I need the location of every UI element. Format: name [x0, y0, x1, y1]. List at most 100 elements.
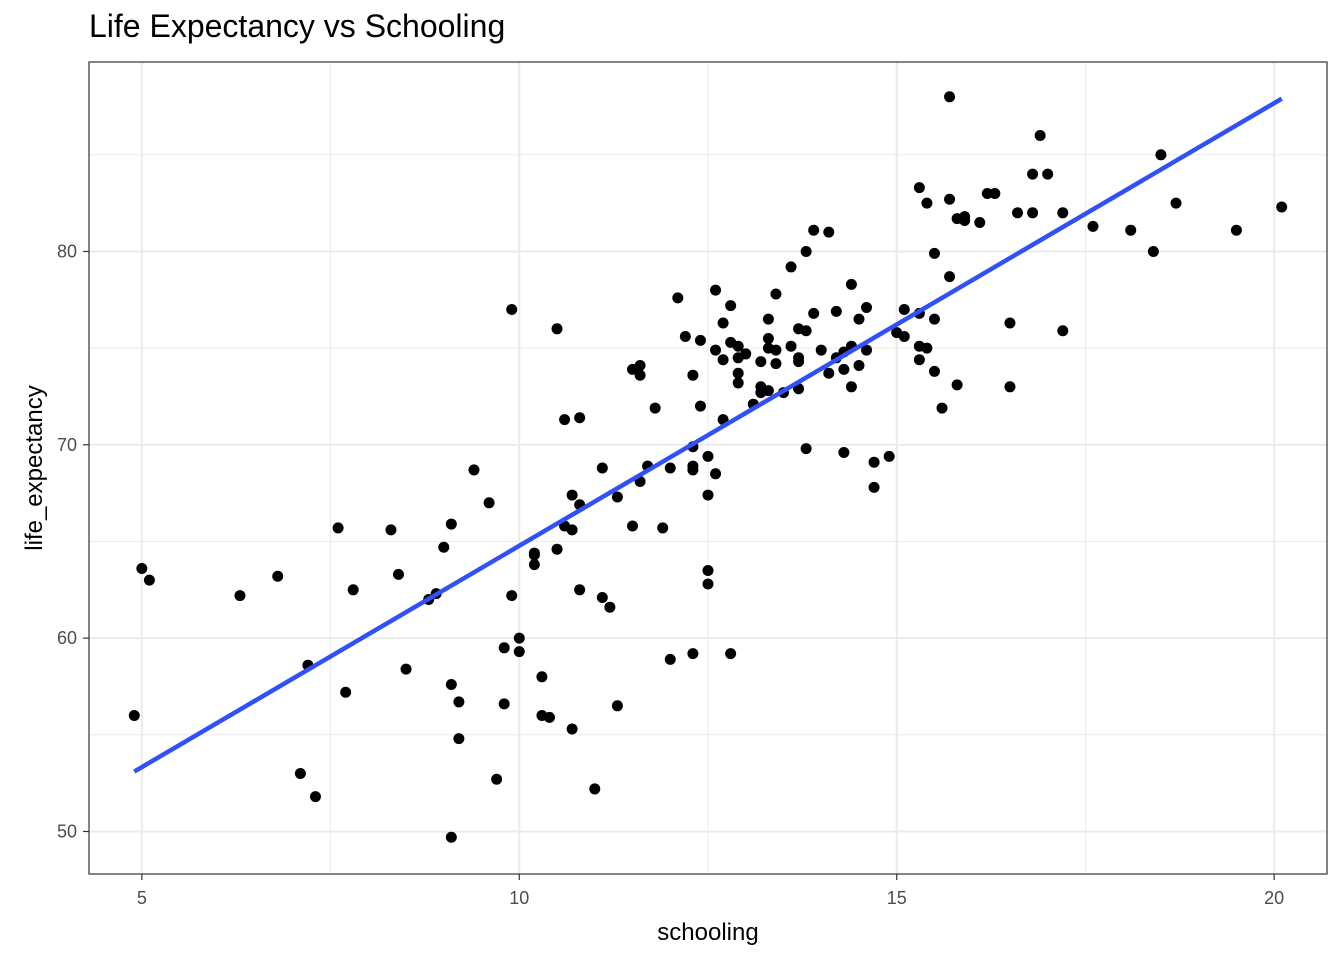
data-point [868, 456, 880, 468]
data-point [928, 247, 940, 259]
data-point [574, 412, 586, 424]
data-point [732, 340, 744, 352]
axis-ticks [83, 250, 1275, 880]
data-point [808, 224, 820, 236]
data-point [551, 323, 563, 335]
data-point [717, 354, 729, 366]
y-tick-label: 70 [57, 435, 77, 455]
panel-border [88, 61, 1328, 875]
data-point [445, 831, 457, 843]
data-point [634, 360, 646, 372]
data-point [453, 733, 465, 745]
data-point [543, 711, 555, 723]
data-point [951, 379, 963, 391]
data-point [694, 400, 706, 412]
data-point [272, 570, 284, 582]
data-point [710, 468, 722, 480]
data-point [868, 481, 880, 493]
data-point [710, 344, 722, 356]
data-point [762, 385, 774, 397]
y-axis-tick-labels: 50 60 70 80 [57, 241, 77, 841]
data-point [936, 402, 948, 414]
data-point [755, 356, 767, 368]
data-point [1147, 245, 1159, 257]
data-point [800, 443, 812, 455]
data-point [710, 284, 722, 296]
chart-title: Life Expectancy vs Schooling [89, 8, 506, 44]
x-axis-tick-labels: 5 10 15 20 [137, 888, 1284, 908]
data-point [702, 489, 714, 501]
data-point [1276, 201, 1288, 213]
data-point [732, 367, 744, 379]
data-point [1027, 168, 1039, 180]
data-point [762, 313, 774, 325]
y-tick-label: 80 [57, 241, 77, 261]
x-tick-label: 15 [887, 888, 907, 908]
data-point [664, 462, 676, 474]
data-point [898, 303, 910, 315]
data-point [883, 450, 895, 462]
data-point [604, 601, 616, 613]
data-point [732, 377, 744, 389]
data-point [566, 723, 578, 735]
data-point [1087, 220, 1099, 232]
data-point [528, 549, 540, 561]
data-point [1042, 168, 1054, 180]
y-tick-label: 60 [57, 628, 77, 648]
y-axis-title: life_expectancy [21, 385, 48, 550]
x-tick-label: 5 [137, 888, 147, 908]
data-points [128, 91, 1288, 843]
data-point [702, 578, 714, 590]
data-point [453, 696, 465, 708]
data-point [740, 348, 752, 360]
data-point [845, 381, 857, 393]
data-point [551, 543, 563, 555]
data-point [770, 344, 782, 356]
data-point [393, 568, 404, 580]
data-point [838, 447, 850, 459]
data-point [921, 197, 933, 209]
data-point [853, 313, 865, 325]
data-point [634, 369, 646, 381]
data-point [340, 686, 352, 698]
data-point [981, 187, 993, 199]
data-point [1170, 197, 1182, 209]
data-point [309, 791, 321, 803]
data-point [559, 414, 571, 426]
data-point [468, 464, 480, 476]
data-point [913, 354, 925, 366]
data-point [498, 698, 510, 710]
data-point [702, 564, 714, 576]
data-point [793, 356, 805, 368]
data-point [574, 584, 586, 596]
data-point [808, 307, 820, 319]
data-point [491, 773, 503, 785]
data-point [438, 541, 450, 553]
trend-line-group [133, 96, 1283, 774]
data-point [672, 292, 684, 304]
data-point [332, 522, 344, 534]
data-point [1155, 149, 1167, 161]
data-point [702, 450, 714, 462]
data-point [770, 288, 782, 300]
data-point [1004, 381, 1016, 393]
data-point [483, 497, 495, 509]
data-point [1027, 207, 1039, 219]
data-point [823, 367, 835, 379]
data-point [898, 331, 910, 343]
data-point [687, 464, 699, 476]
data-point [589, 783, 601, 795]
data-point [725, 300, 737, 312]
data-point [649, 402, 661, 414]
data-point [596, 592, 608, 604]
data-point [536, 671, 548, 683]
data-point [234, 590, 246, 602]
data-point [800, 245, 812, 257]
data-point [1230, 224, 1242, 236]
data-point [913, 182, 925, 194]
trend-line [133, 96, 1283, 774]
data-point [566, 489, 578, 501]
data-point [136, 563, 148, 575]
data-point [566, 524, 578, 536]
